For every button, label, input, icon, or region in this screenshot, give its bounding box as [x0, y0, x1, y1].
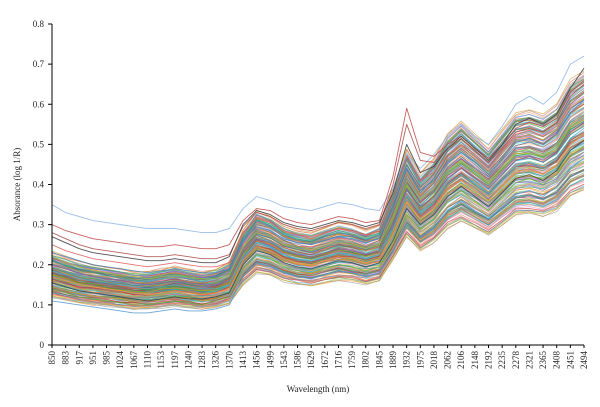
y-tick-label: 0.7 [33, 59, 45, 69]
x-tick-label: 1197 [170, 351, 180, 369]
plot-series-layer [51, 55, 585, 314]
x-tick-label: 2321 [524, 351, 534, 369]
x-tick-label: 2494 [579, 351, 589, 370]
x-tick-label: 1110 [142, 351, 152, 369]
x-tick-label: 1067 [129, 351, 139, 370]
x-axis-title: Wavelength (nm) [287, 384, 350, 394]
x-tick-label: 1802 [361, 351, 371, 369]
x-tick-label: 850 [47, 351, 57, 365]
spectrum-line [51, 174, 585, 307]
spectrum-line-series [51, 91, 585, 268]
spectrum-line-series [51, 158, 585, 314]
x-tick-label: 1413 [238, 351, 248, 370]
spectrum-line-series [51, 140, 585, 302]
spectrum-line-series [51, 83, 585, 260]
y-ticks: 0 0.1 0.2 0.3 0.4 0.5 0.6 0.7 0.8 [33, 19, 52, 350]
spectrum-line [51, 139, 585, 297]
x-tick-label: 1240 [183, 351, 193, 370]
x-tick-label: 1326 [211, 351, 221, 370]
x-tick-label: 2235 [497, 350, 507, 369]
spectrum-line-series [51, 121, 585, 286]
spectrum-line-series [51, 79, 585, 250]
x-tick-label: 1283 [197, 351, 207, 370]
x-tick-label: 883 [61, 351, 71, 365]
x-tick-label: 2106 [456, 351, 466, 370]
spectrum-line-series [51, 55, 585, 234]
x-tick-label: 985 [102, 351, 112, 365]
spectrum-line [51, 138, 585, 298]
x-tick-label: 951 [88, 351, 98, 365]
x-tick-label: 1759 [347, 351, 357, 370]
x-tick-label: 1024 [115, 351, 125, 370]
spectrum-line-series [51, 152, 585, 310]
y-tick-label: 0.6 [33, 99, 45, 109]
spectrum-line [51, 189, 585, 310]
x-tick-label: 1153 [156, 351, 166, 369]
spectrum-line-series [51, 67, 585, 264]
spectrum-line-series [51, 133, 585, 296]
spectrum-line [51, 81, 585, 278]
y-tick-label: 0 [40, 340, 45, 350]
spectrum-line [51, 163, 585, 305]
y-tick-label: 0.2 [33, 260, 44, 270]
spectrum-line [51, 87, 585, 283]
x-tick-label: 1543 [279, 351, 289, 370]
x-tick-label: 1629 [306, 351, 316, 370]
spectrum-line-series [51, 99, 585, 274]
x-tick-label: 1456 [252, 351, 262, 370]
spectrum-line-series [51, 111, 585, 280]
spectrum-line [51, 78, 585, 276]
x-ticks: 850 883 917 951 985 1024 1067 1110 1153 1197 1240 1… [47, 345, 589, 369]
y-tick-label: 0.3 [33, 220, 45, 230]
x-tick-label: 1586 [293, 351, 303, 370]
x-tick-label: 2408 [552, 351, 562, 370]
x-tick-label: 2018 [429, 351, 439, 370]
x-tick-label: 2192 [484, 351, 494, 369]
x-tick-label: 2451 [565, 351, 575, 369]
y-tick-label: 0.1 [33, 300, 44, 310]
x-tick-label: 1889 [388, 351, 398, 370]
spectrum-line [51, 179, 585, 309]
spectrum-line [51, 78, 585, 282]
x-tick-label: 2278 [511, 351, 521, 370]
x-tick-label: 1932 [402, 351, 412, 369]
x-tick-label: 2365 [538, 351, 548, 370]
spectrum-line-series [51, 146, 585, 306]
y-axis-title: Absorance (log 1/R) [12, 148, 22, 221]
x-tick-label: 2062 [443, 351, 453, 369]
x-tick-label: 1845 [374, 351, 384, 370]
y-tick-label: 0.8 [33, 19, 45, 29]
x-tick-label: 1716 [333, 351, 343, 370]
x-tick-label: 917 [74, 351, 84, 365]
spectrum-line-series [51, 127, 585, 290]
x-tick-label: 1370 [224, 351, 234, 370]
y-tick-label: 0.5 [33, 139, 45, 149]
x-tick-label: 1975 [415, 351, 425, 370]
x-tick-label: 2148 [470, 351, 480, 370]
x-tick-label: 1499 [265, 351, 275, 370]
spectrum-line [51, 119, 585, 294]
spectrum-line [51, 169, 585, 305]
x-tick-label: 1672 [320, 351, 330, 369]
y-tick-label: 0.4 [33, 180, 45, 190]
